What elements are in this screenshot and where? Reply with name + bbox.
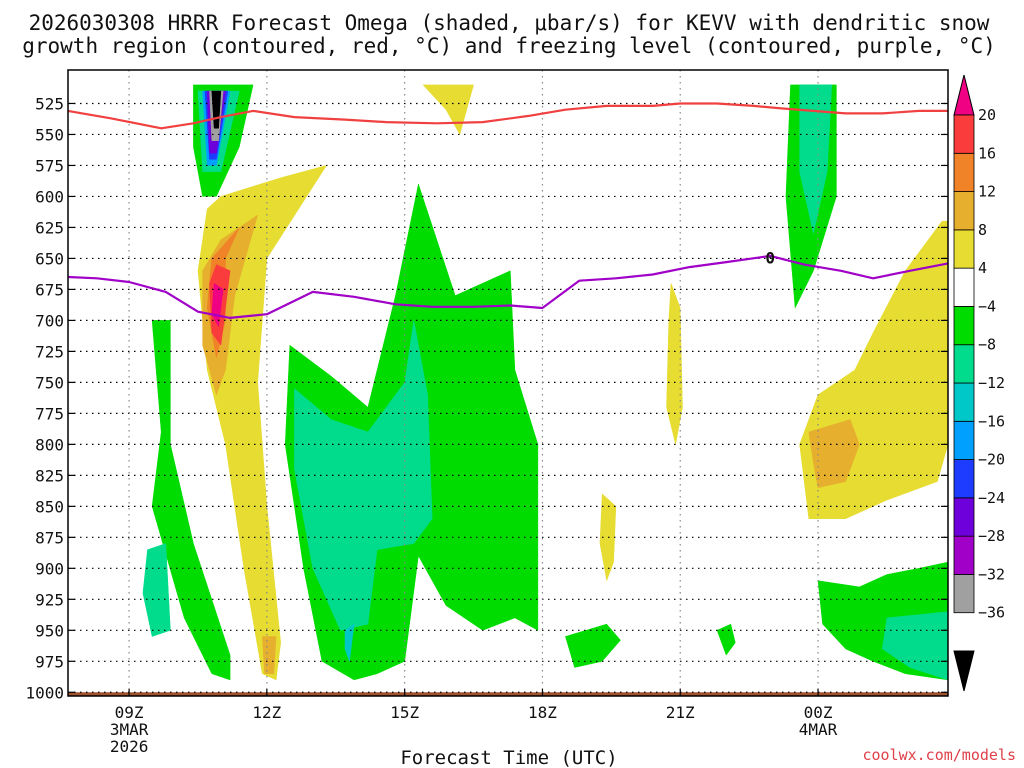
- y-tick-label: 600: [35, 187, 64, 206]
- x-axis-label: Forecast Time (UTC): [400, 747, 617, 768]
- omega-region-12: [262, 636, 277, 674]
- colorbar-bin: [953, 306, 975, 346]
- colorbar-label: 12: [978, 183, 996, 201]
- chart-title-line-2: growth region (contoured, red, °C) and f…: [22, 34, 996, 58]
- x-tick-year: 2026: [110, 737, 149, 756]
- y-tick-label: 625: [35, 218, 64, 237]
- y-tick-label: 750: [35, 373, 64, 392]
- plot-frame: [67, 69, 949, 697]
- colorbar-bin: [953, 114, 975, 154]
- colorbar-label: −36: [978, 604, 1005, 622]
- y-tick-label: 950: [35, 621, 64, 640]
- y-tick-label: 900: [35, 559, 64, 578]
- freezing-level-line: [67, 254, 949, 319]
- colorbar-bin: [953, 152, 975, 192]
- colorbar-bin: [953, 382, 975, 422]
- y-tick-label: 675: [35, 280, 64, 299]
- colorbar-bin: [953, 191, 975, 231]
- y-tick-label: 775: [35, 404, 64, 423]
- y-tick-label: 800: [35, 435, 64, 454]
- omega-region-16: [344, 623, 355, 662]
- colorbar-bin: [953, 344, 975, 384]
- colorbar-top-arrow: [953, 74, 975, 116]
- colorbar-label: −20: [978, 451, 1005, 469]
- x-tick-label: 00Z: [804, 703, 833, 722]
- colorbar-label: −12: [978, 374, 1005, 392]
- colorbar-label: 8: [978, 221, 987, 239]
- y-tick-label: 925: [35, 590, 64, 609]
- y-tick-label: 825: [35, 466, 64, 485]
- colorbar: 20 16 12 8 4 −4 −8 −12 −16 −20 −24 −28 −32 −36: [953, 74, 1005, 692]
- y-tick-label: 725: [35, 342, 64, 361]
- colorbar-label: 4: [978, 259, 987, 277]
- x-tick-label: 18Z: [528, 703, 557, 722]
- omega-region-24: [565, 623, 621, 668]
- colorbar-bin: [953, 574, 975, 614]
- colorbar-label: 16: [978, 144, 996, 162]
- omega-region-13: [151, 320, 231, 681]
- x-tick-date: 3MAR: [110, 720, 149, 739]
- y-tick-label: 875: [35, 528, 64, 547]
- x-tick-label: 21Z: [666, 703, 695, 722]
- omega-region-20: [808, 419, 860, 488]
- colorbar-label: −32: [978, 565, 1005, 583]
- colorbar-label: 20: [978, 106, 996, 124]
- colorbar-label: −8: [978, 336, 996, 354]
- y-tick-label: 850: [35, 497, 64, 516]
- chart-title-line-1: 2026030308 HRRR Forecast Omega (shaded, …: [29, 11, 990, 35]
- freezing-level-label: 0: [765, 248, 775, 267]
- contour-lines: 0: [67, 102, 949, 319]
- x-tick-label: 09Z: [115, 703, 144, 722]
- x-tick-label: 12Z: [252, 703, 281, 722]
- dgz-contour-line: [67, 102, 948, 130]
- colorbar-label: −4: [978, 297, 996, 315]
- y-tick-label: 650: [35, 249, 64, 268]
- y-tick-label: 575: [35, 156, 64, 175]
- colorbar-bin: [953, 229, 975, 269]
- colorbar-bin: [953, 459, 975, 499]
- y-tick-label: 975: [35, 652, 64, 671]
- omega-region-22: [599, 493, 617, 581]
- omega-region-27: [882, 611, 949, 681]
- credit-text: coolwx.com/models: [862, 746, 1016, 764]
- x-tick-date: 4MAR: [799, 720, 838, 739]
- colorbar-bin: [953, 535, 975, 575]
- colorbar-bin: [953, 497, 975, 537]
- grid-lines: [68, 70, 948, 696]
- ground-surface: [68, 692, 948, 696]
- y-tick-label: 1000: [25, 683, 64, 702]
- colorbar-label: −16: [978, 412, 1005, 430]
- colorbar-label: −24: [978, 489, 1005, 507]
- omega-region-18: [799, 84, 833, 234]
- ground-layer: [68, 692, 948, 696]
- colorbar-bottom-arrow: [953, 650, 975, 692]
- omega-region-25: [716, 623, 736, 656]
- colorbar-bin: [953, 420, 975, 460]
- plot-area: 0: [67, 69, 949, 697]
- x-tick-label: 15Z: [390, 703, 419, 722]
- omega-region-28: [142, 543, 171, 637]
- y-tick-label: 525: [35, 94, 64, 113]
- omega-shading: [142, 84, 949, 681]
- y-axis-ticks: 525 550 575 600 625 650 675 700 725 750 775 800 825 8…: [25, 94, 948, 702]
- colorbar-label: −28: [978, 527, 1005, 545]
- y-tick-label: 700: [35, 311, 64, 330]
- y-tick-label: 550: [35, 125, 64, 144]
- colorbar-bin: [953, 267, 975, 307]
